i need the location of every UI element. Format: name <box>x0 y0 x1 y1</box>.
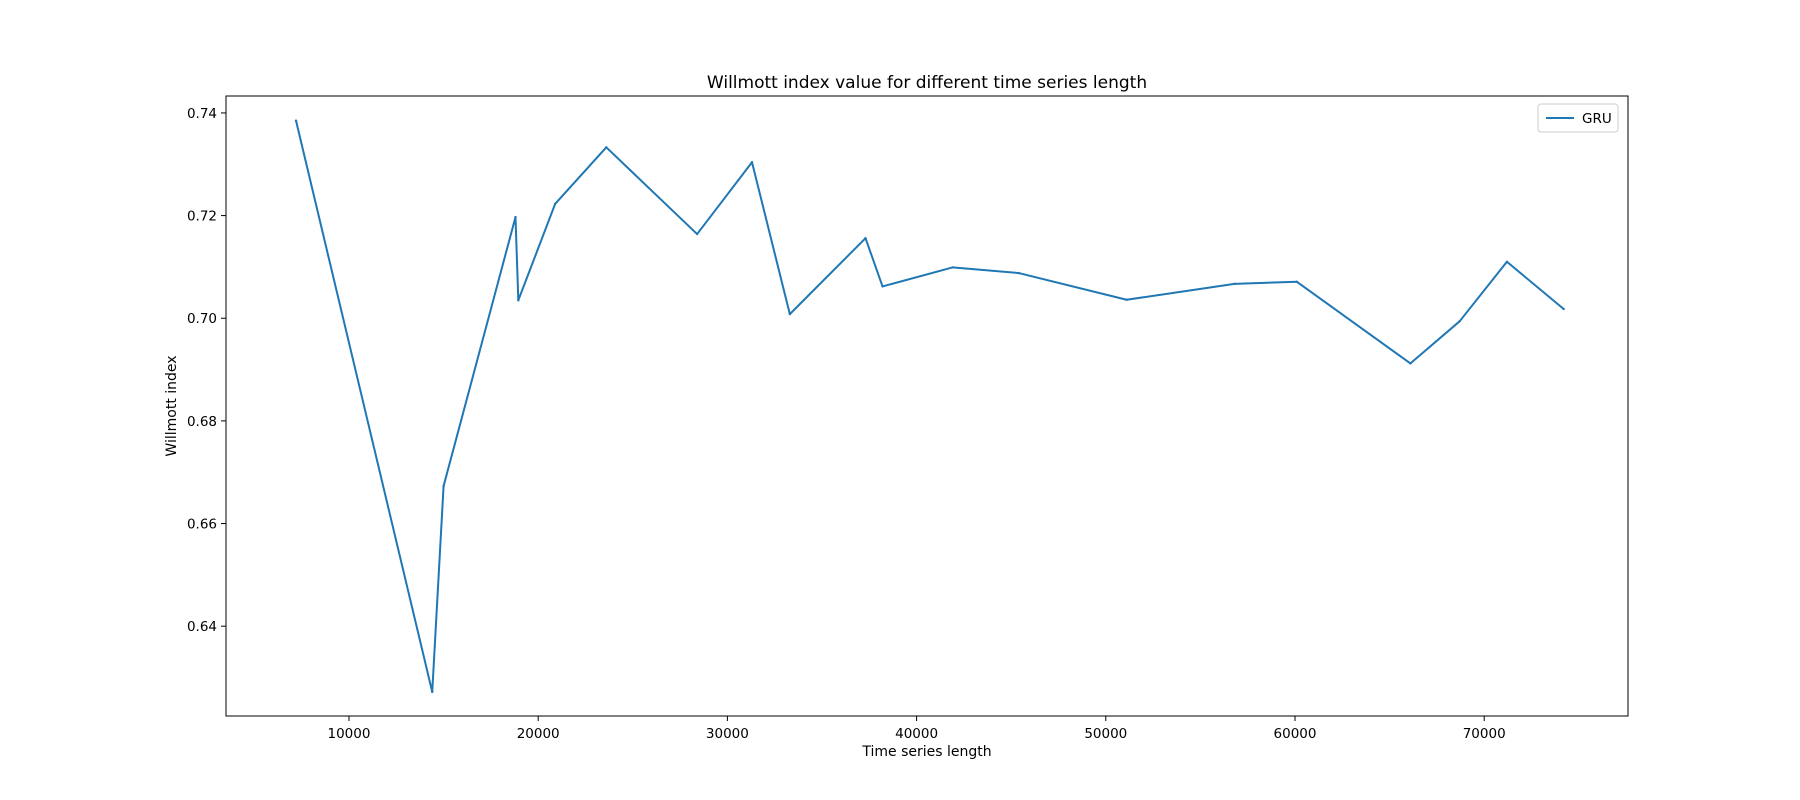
data-point <box>1125 298 1128 301</box>
data-point <box>514 215 517 219</box>
y-tick-label: 0.68 <box>187 414 217 430</box>
data-point <box>951 266 954 269</box>
data-point <box>1458 320 1461 323</box>
y-axis: 0.64 0.66 0.68 0.70 0.72 0.74 <box>187 106 226 635</box>
data-point <box>750 161 754 164</box>
data-point <box>1562 307 1565 311</box>
y-axis-label: Willmott index <box>164 355 180 456</box>
data-point <box>864 236 867 240</box>
chart-title: Willmott index value for different time … <box>707 73 1147 93</box>
data-point <box>294 119 298 122</box>
y-tick-label: 0.74 <box>187 106 217 122</box>
series-layer <box>294 119 1565 694</box>
data-point <box>442 484 445 488</box>
data-point <box>881 285 884 288</box>
x-tick-label: 40000 <box>895 726 938 742</box>
data-point <box>788 312 792 316</box>
x-tick-label: 60000 <box>1274 726 1317 742</box>
legend: GRU <box>1537 103 1619 133</box>
data-point <box>517 299 520 302</box>
x-tick-label: 10000 <box>328 726 371 742</box>
x-tick-label: 70000 <box>1463 726 1506 742</box>
y-tick-label: 0.66 <box>187 517 217 533</box>
data-point <box>431 690 434 694</box>
legend-box <box>1537 103 1619 133</box>
data-point <box>1017 271 1020 275</box>
plot-area <box>225 95 1629 717</box>
y-tick-label: 0.70 <box>187 311 217 327</box>
x-tick-label: 30000 <box>706 726 749 742</box>
x-tick-label: 20000 <box>517 726 560 742</box>
x-tick-label: 50000 <box>1084 726 1127 742</box>
x-axis: 10000 20000 30000 40000 50000 60000 70000 <box>328 716 1506 742</box>
legend-label-gru: GRU <box>1582 111 1612 127</box>
y-tick-label: 0.72 <box>187 209 217 225</box>
data-point <box>695 232 699 236</box>
data-point <box>1233 282 1236 286</box>
y-tick-label: 0.64 <box>187 619 217 635</box>
data-point <box>554 202 557 205</box>
data-point <box>1295 280 1299 283</box>
x-axis-label: Time series length <box>861 744 991 760</box>
data-point <box>1505 260 1509 263</box>
data-point <box>605 146 608 149</box>
data-point <box>1409 362 1412 365</box>
